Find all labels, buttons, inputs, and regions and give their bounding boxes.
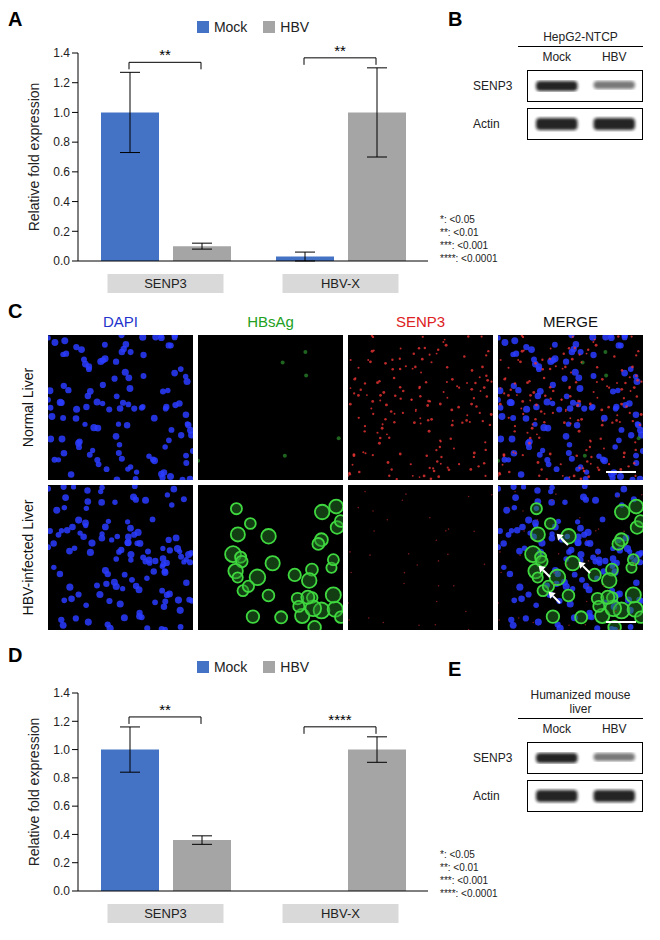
svg-text:HBV-X: HBV-X [321,276,360,291]
svg-text:0.0: 0.0 [53,884,70,898]
html-text:*: <0.05: *: <0.05 [440,214,475,225]
html-text:*: <0.05: *: <0.05 [440,849,475,860]
svg-text:0.8: 0.8 [53,135,70,149]
svg-text:1.4: 1.4 [53,686,70,700]
html-text:Actin: Actin [473,789,500,803]
html-text:SENP3: SENP3 [473,79,513,93]
svg-text:0.2: 0.2 [53,856,70,870]
html-text:**: <0.01: **: <0.01 [440,227,479,238]
html-text:HepG2-NTCP: HepG2-NTCP [543,30,618,44]
svg-text:0.4: 0.4 [53,195,70,209]
svg-text:1.0: 1.0 [53,106,70,120]
html-text:HBsAg: HBsAg [247,313,294,330]
svg-text:**: ** [334,42,346,59]
svg-text:Relative fold expression: Relative fold expression [26,718,42,867]
html-text:MERGE: MERGE [543,313,598,330]
html-text:Mock: Mock [213,659,248,675]
svg-text:**: ** [159,46,171,63]
svg-text:1.2: 1.2 [53,76,70,90]
svg-text:0.2: 0.2 [53,225,70,239]
svg-text:0.8: 0.8 [53,771,70,785]
html-text:Mock: Mock [542,722,572,736]
html-text:***: <0.001: ***: <0.001 [440,875,489,886]
html-text:HBV: HBV [601,722,627,736]
svg-text:HBV-infected Liver: HBV-infected Liver [20,499,36,615]
html-text:A: A [8,8,23,30]
svg-text:0.0: 0.0 [53,254,70,268]
svg-text:0.4: 0.4 [53,828,70,842]
svg-text:SENP3: SENP3 [144,906,187,921]
html-text:**: <0.01: **: <0.01 [440,862,479,873]
html-text:B: B [448,8,463,30]
html-text:Mock: Mock [542,50,572,64]
html-text:HBV: HBV [601,50,627,64]
svg-text:Relative fold expression: Relative fold expression [26,83,42,232]
html-text:HBV: HBV [280,659,310,675]
html-text:E: E [448,658,462,680]
svg-text:1.4: 1.4 [53,46,70,60]
svg-text:HBV-X: HBV-X [321,906,360,921]
html-text:***: <0.001: ***: <0.001 [440,240,489,251]
svg-text:SENP3: SENP3 [144,276,187,291]
html-text:Humanized mouse liver: Humanized mouse liver [530,688,631,716]
html-text:Actin: Actin [473,117,500,131]
html-text:SENP3: SENP3 [395,313,446,330]
html-text:HBV: HBV [280,19,310,35]
svg-text:**: ** [159,701,171,718]
html-text:C: C [8,300,23,322]
svg-text:1.0: 1.0 [53,743,70,757]
svg-text:0.6: 0.6 [53,799,70,813]
html-text:SENP3: SENP3 [473,751,513,765]
svg-text:****: **** [328,711,352,728]
html-text:DAPI: DAPI [103,313,138,330]
html-text:D: D [8,644,23,666]
html-text:****: <0.0001: ****: <0.0001 [440,888,498,899]
html-text:****: <0.0001: ****: <0.0001 [440,253,498,264]
svg-text:0.6: 0.6 [53,165,70,179]
svg-text:1.2: 1.2 [53,715,70,729]
html-text:Mock: Mock [213,19,248,35]
svg-text:Normal Liver: Normal Liver [20,367,36,447]
